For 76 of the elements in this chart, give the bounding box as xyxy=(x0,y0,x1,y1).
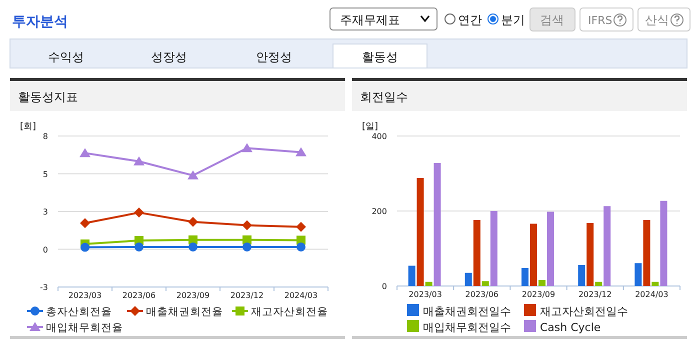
legend-label: 재고자산회전율 xyxy=(251,306,328,318)
y-tick-label: 400 xyxy=(372,132,387,141)
y-axis-title: [일] xyxy=(362,122,378,132)
text: 분기 xyxy=(501,13,525,27)
bar xyxy=(522,268,528,286)
bar xyxy=(538,280,546,286)
point xyxy=(134,208,144,218)
y-tick-label: 0 xyxy=(382,282,387,291)
y-tick-label: 200 xyxy=(372,207,387,216)
bar xyxy=(595,282,602,286)
text: 투자분석 xyxy=(12,14,68,30)
text: 안정성 xyxy=(256,50,292,64)
y-tick-label: 8 xyxy=(42,132,48,141)
text: 성장성 xyxy=(151,50,187,64)
bar xyxy=(530,224,537,286)
point xyxy=(188,170,198,180)
text: 검색 xyxy=(540,13,564,27)
chart-title: 회전일수 xyxy=(360,90,408,104)
x-tick-label: 2023/03 xyxy=(408,290,442,299)
text: IFRS xyxy=(588,14,612,27)
bar xyxy=(547,212,554,286)
point xyxy=(296,242,306,252)
x-tick-label: 2024/03 xyxy=(284,291,318,300)
text: 주재무제표 xyxy=(340,13,400,27)
legend-label: 매출채권회전일수 xyxy=(423,305,511,318)
point xyxy=(188,242,198,252)
x-tick-label: 2023/03 xyxy=(68,291,102,300)
point xyxy=(242,220,252,230)
bar xyxy=(634,263,642,286)
text: 수익성 xyxy=(48,50,84,64)
chart-title: 활동성지표 xyxy=(18,90,78,104)
point xyxy=(242,143,252,152)
bar xyxy=(490,211,498,286)
y-tick-label: -3 xyxy=(40,283,48,292)
x-tick-label: 2024/03 xyxy=(635,290,668,299)
point xyxy=(80,148,90,158)
x-tick-label: 2023/09 xyxy=(522,290,556,299)
bar xyxy=(604,206,611,286)
y-tick-label: 3 xyxy=(42,208,48,216)
x-tick-label: 2023/09 xyxy=(176,291,210,300)
point xyxy=(80,218,90,228)
bar xyxy=(425,282,432,286)
point xyxy=(134,242,144,252)
bar xyxy=(660,200,668,286)
legend-label: 매출채권회전율 xyxy=(146,306,223,318)
x-tick-label: 2023/12 xyxy=(578,290,612,299)
bar xyxy=(473,220,480,286)
legend-label: 재고자산회전일수 xyxy=(540,305,628,318)
legend-label: 매입채무회전율 xyxy=(46,322,123,334)
text: 연간 xyxy=(458,13,482,27)
y-tick-label: 5 xyxy=(42,170,48,179)
bar xyxy=(408,266,416,286)
bar xyxy=(416,178,424,286)
legend-label: 매입채무회전일수 xyxy=(423,321,511,334)
x-tick-label: 2023/06 xyxy=(122,291,156,300)
point xyxy=(296,147,306,156)
point xyxy=(242,242,252,252)
point xyxy=(188,216,198,227)
point xyxy=(296,222,306,232)
y-axis-title: [회] xyxy=(20,122,36,132)
y-tick-label: 0 xyxy=(42,245,48,254)
bar xyxy=(578,265,586,286)
text: 산식 xyxy=(645,13,669,27)
bar xyxy=(464,272,472,286)
bar xyxy=(586,223,594,286)
bar xyxy=(482,281,489,286)
text: 활동성 xyxy=(362,50,398,64)
x-tick-label: 2023/06 xyxy=(465,290,499,299)
legend-label: 총자산회전율 xyxy=(46,306,112,318)
point xyxy=(134,156,144,166)
bar xyxy=(652,282,659,286)
bar xyxy=(434,163,441,286)
point xyxy=(80,242,90,252)
x-tick-label: 2023/12 xyxy=(230,291,264,300)
legend-label: Cash Cycle xyxy=(540,321,601,334)
bar xyxy=(643,220,650,286)
